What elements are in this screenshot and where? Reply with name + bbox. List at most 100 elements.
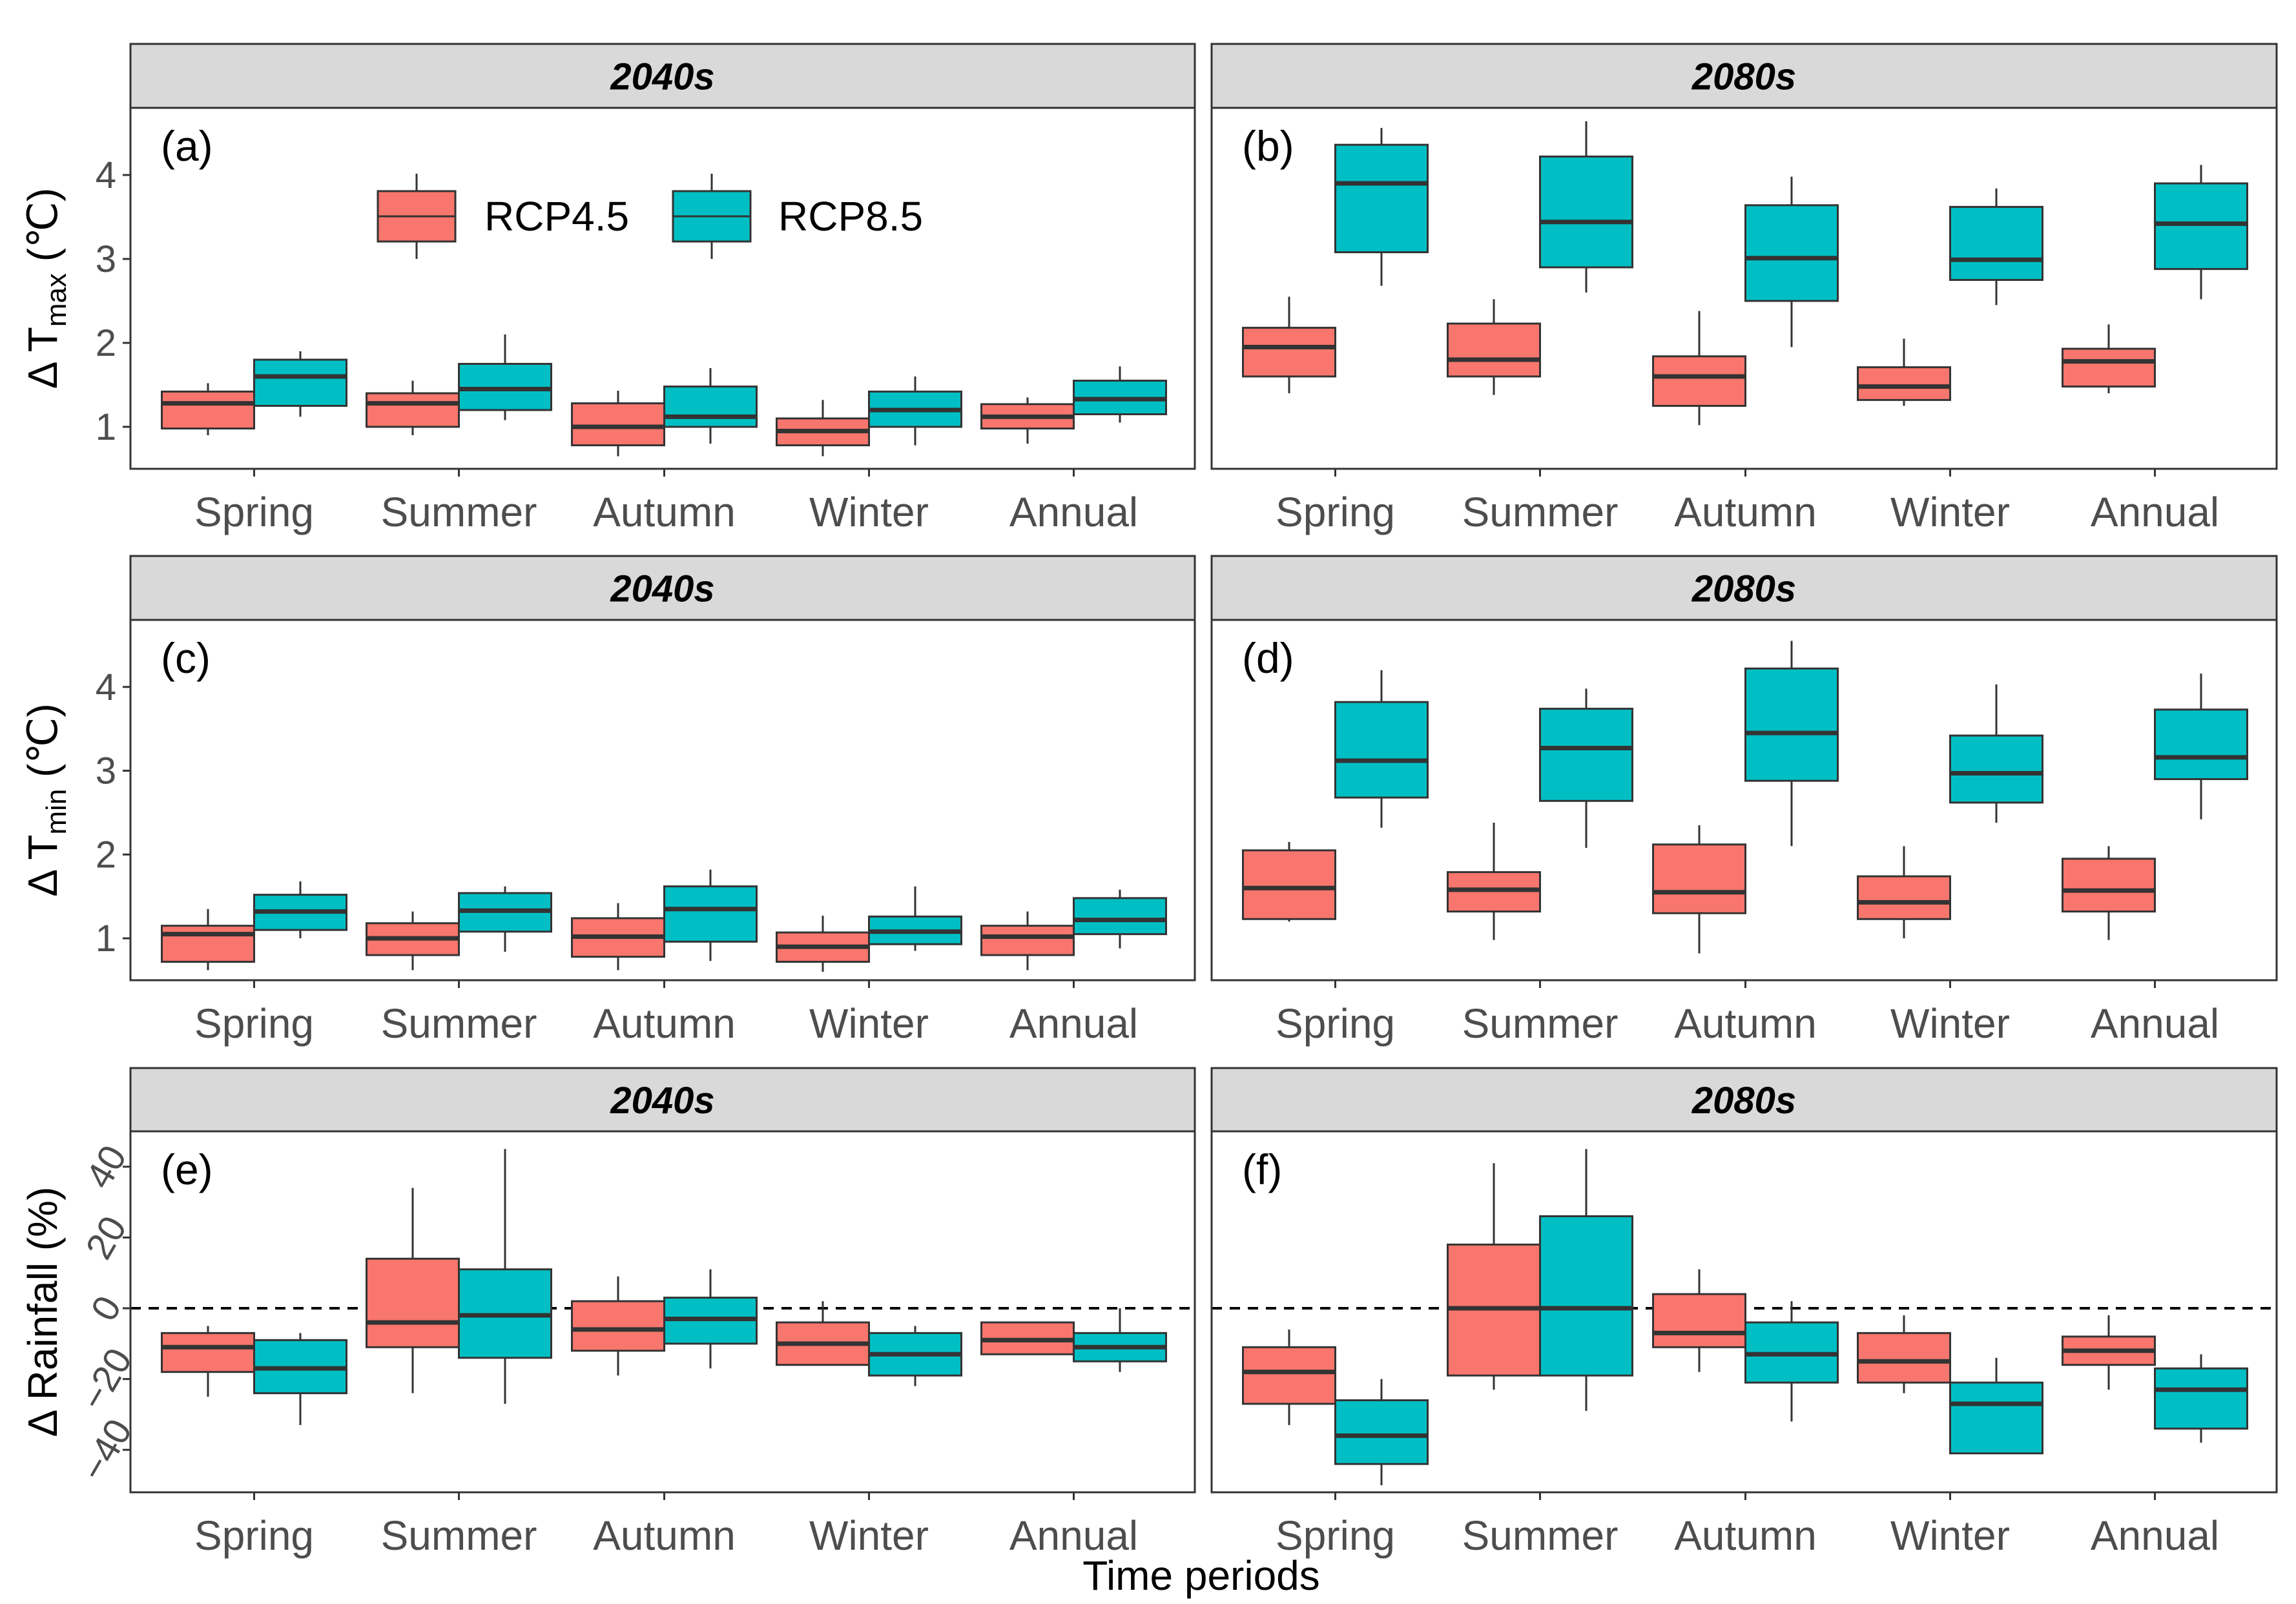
x-tick-label: Autumn: [1674, 489, 1817, 535]
y-tick-label: 2: [96, 322, 116, 364]
y-axis-title-unit: (℃): [19, 703, 66, 788]
box-rcp45-spring: [1242, 849, 1336, 920]
box-rcp85-winter: [1949, 734, 2043, 804]
y-axis-title: Δ Tmin (℃): [19, 703, 72, 896]
panel-label: (b): [1242, 122, 1294, 170]
facet-strip-label: 2080s: [1691, 56, 1796, 98]
panel-label: (a): [161, 122, 213, 170]
facet-strip: [129, 43, 1196, 109]
x-tick-label: Annual: [1009, 1512, 1138, 1559]
y-tick-label: 20: [78, 1209, 135, 1266]
panel-border: [129, 619, 1196, 982]
box-rcp85-spring: [1334, 143, 1429, 254]
box-rcp45-summer: [366, 392, 460, 428]
x-tick-label: Winter: [1890, 1000, 2010, 1047]
panel-label: (f): [1242, 1146, 1282, 1193]
box-rcp45-summer: [1447, 322, 1541, 378]
box-rcp45-summer: [366, 1257, 460, 1348]
x-tick-label: Autumn: [593, 489, 736, 535]
box-rcp45-autumn: [1652, 1293, 1746, 1348]
x-tick-label: Annual: [2091, 1512, 2219, 1559]
y-tick-label: 1: [96, 918, 116, 960]
panel-border: [1210, 619, 2278, 982]
box-rcp45-autumn: [571, 1300, 665, 1352]
x-tick-label: Winter: [809, 1000, 929, 1047]
y-tick-label: 1: [96, 406, 116, 448]
x-tick-label: Winter: [1890, 1512, 2010, 1559]
x-tick-label: Autumn: [1674, 1000, 1817, 1047]
y-tick-label: 40: [78, 1138, 135, 1195]
box-rcp85-winter: [1949, 205, 2043, 281]
box-rcp45-annual: [2062, 858, 2156, 913]
panel-border: [1210, 107, 2278, 470]
box-rcp85-annual: [2154, 1367, 2248, 1430]
box-rcp45-spring: [161, 390, 255, 430]
facet-strip-label: 2080s: [1691, 1080, 1796, 1122]
y-axis-title: Δ Tmax (℃): [19, 188, 72, 389]
facet-strip: [129, 555, 1196, 621]
box-rcp85-spring: [1334, 701, 1429, 799]
panel-label: (e): [161, 1146, 213, 1193]
legend-label: RCP4.5: [484, 193, 629, 240]
x-tick-label: Spring: [1276, 489, 1395, 535]
x-tick-label: Autumn: [593, 1512, 736, 1559]
y-axis-title-unit: (℃): [19, 188, 66, 273]
plot-background: [1212, 620, 2277, 980]
x-tick-label: Summer: [381, 1000, 537, 1047]
panel-label: (c): [161, 634, 211, 682]
box-rcp85-autumn: [1744, 204, 1839, 302]
x-tick-label: Annual: [2091, 489, 2219, 535]
y-axis-title-subscript: max: [41, 273, 72, 327]
facet-strip: [1210, 43, 2278, 109]
x-tick-label: Spring: [1276, 1000, 1395, 1047]
x-tick-label: Spring: [194, 489, 314, 535]
box-rcp85-annual: [1073, 897, 1167, 936]
box-rcp85-summer: [1539, 1215, 1633, 1377]
x-tick-label: Winter: [1890, 489, 2010, 535]
y-axis-title-main: Δ Rainfall: [19, 1262, 66, 1437]
box-rcp85-summer: [1539, 155, 1633, 269]
box-rcp85-spring: [253, 358, 347, 407]
box-rcp85-winter: [1949, 1381, 2043, 1455]
facet-strip: [129, 1067, 1196, 1133]
box-rcp45-winter: [1857, 875, 1951, 920]
box-rcp85-spring: [1334, 1399, 1429, 1465]
box-rcp45-annual: [2062, 347, 2156, 388]
x-tick-label: Summer: [381, 489, 537, 535]
x-tick-label: Autumn: [593, 1000, 736, 1047]
box-rcp45-spring: [161, 925, 255, 963]
box-rcp45-winter: [1857, 1332, 1951, 1384]
y-axis-title: Δ Rainfall (%): [19, 1187, 66, 1437]
y-axis-title-unit: (%): [19, 1187, 66, 1262]
box-rcp85-autumn: [663, 386, 758, 428]
y-tick-label: 3: [96, 238, 116, 280]
box-rcp45-winter: [1857, 366, 1951, 401]
x-tick-label: Spring: [1276, 1512, 1395, 1559]
y-axis-title-subscript: min: [41, 789, 72, 835]
facet-strip: [1210, 1067, 2278, 1133]
y-tick-label: 2: [96, 834, 116, 876]
box-rcp85-autumn: [663, 885, 758, 943]
box-rcp45-spring: [161, 1332, 255, 1373]
y-tick-label: 4: [96, 154, 116, 196]
x-tick-label: Winter: [809, 489, 929, 535]
box-rcp45-annual: [980, 925, 1075, 956]
x-tick-label: Spring: [194, 1512, 314, 1559]
facet-strip-label: 2080s: [1691, 568, 1796, 610]
facet-strip-label: 2040s: [610, 56, 714, 98]
y-tick-label: 4: [96, 666, 116, 708]
y-tick-label: 0: [83, 1289, 129, 1328]
box-rcp45-autumn: [1652, 843, 1746, 914]
x-tick-label: Summer: [1462, 1000, 1619, 1047]
x-tick-label: Winter: [809, 1512, 929, 1559]
box-rcp45-spring: [1242, 1346, 1336, 1405]
x-tick-label: Autumn: [1674, 1512, 1817, 1559]
x-axis-title: Time periods: [1082, 1552, 1320, 1599]
x-tick-label: Annual: [1009, 1000, 1138, 1047]
box-rcp85-annual: [2154, 182, 2248, 271]
y-axis-title-main: Δ T: [19, 327, 66, 389]
x-tick-label: Annual: [2091, 1000, 2219, 1047]
x-tick-label: Summer: [381, 1512, 537, 1559]
x-tick-label: Summer: [1462, 1512, 1619, 1559]
